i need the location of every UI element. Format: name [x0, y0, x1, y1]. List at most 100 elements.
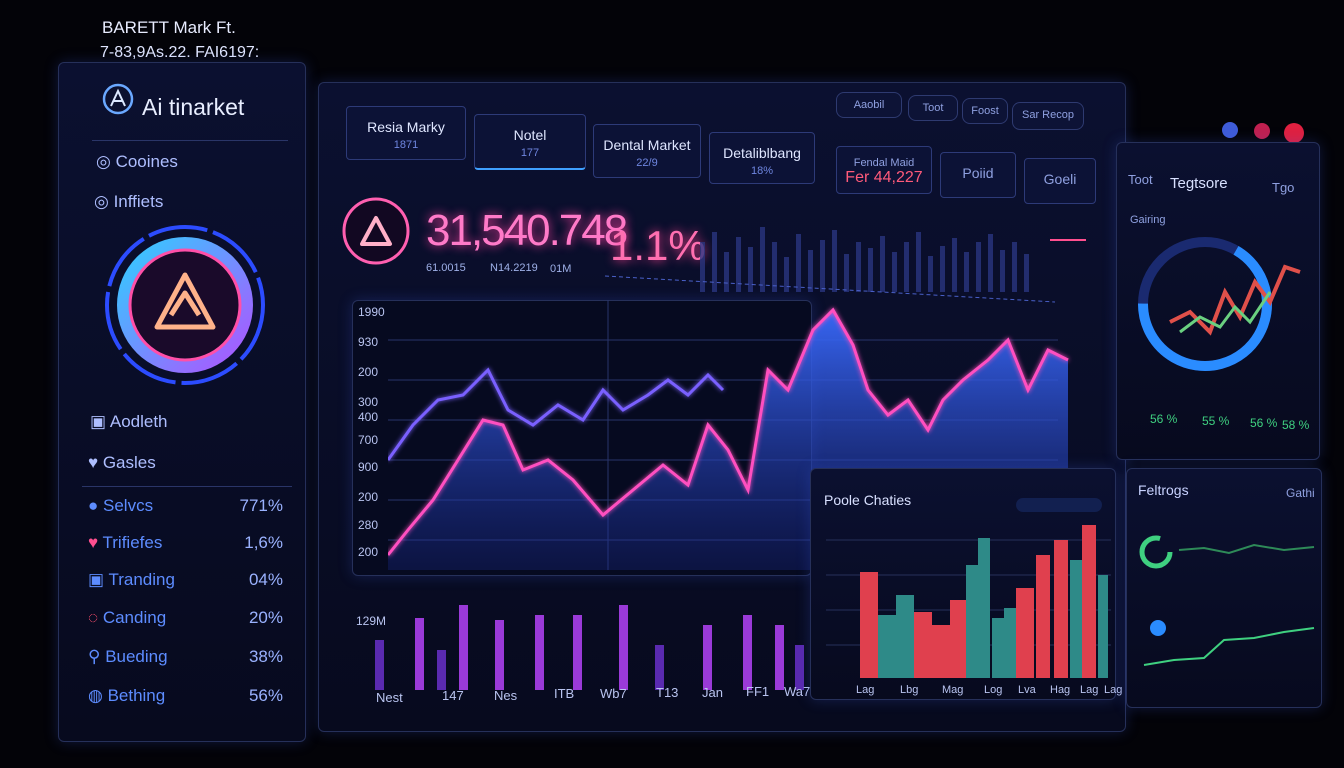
panel-tab[interactable]: Toot [1128, 172, 1153, 187]
stat-value: 1,6% [244, 533, 283, 552]
stat-value: 38% [248, 647, 283, 666]
menu-label: Inffiets [113, 192, 164, 211]
kpi-detail: 61.0015 [426, 262, 466, 274]
link-label: Gasles [102, 453, 156, 472]
toolbar-button[interactable]: Foost [962, 98, 1008, 124]
header-title: BARETT Mark Ft. [102, 18, 236, 37]
y-label: 280 [358, 518, 379, 532]
y-label: 200 [358, 545, 379, 559]
tab[interactable]: Notel 177 [474, 114, 586, 170]
brand-name[interactable]: Ai tinarket [142, 94, 245, 120]
card[interactable]: Goeli [1024, 158, 1096, 204]
tab-label: Detaliblbang [723, 145, 801, 161]
panel-title: Feltrogs [1138, 482, 1189, 498]
y-label: 400 [358, 410, 379, 424]
pole-chart [826, 525, 1111, 678]
menu-item[interactable]: ◎ Inffiets [94, 192, 164, 211]
legend-pill [1016, 498, 1102, 512]
stat-row[interactable]: ⚲ Bueding 38% [88, 647, 283, 666]
bar-chart [375, 605, 804, 690]
x-label: Lag [1104, 684, 1123, 696]
divider [92, 140, 288, 141]
avatar-ring [105, 225, 265, 385]
x-label: T13 [656, 685, 679, 700]
panel-action[interactable]: Gathi [1286, 486, 1315, 500]
card[interactable]: Poiid [940, 152, 1016, 198]
y-label: 300 [358, 395, 379, 409]
tab[interactable]: Resia Marky 1871 [346, 106, 466, 160]
link-label: Aodleth [109, 412, 168, 431]
panel-tab[interactable]: Tegtsore [1170, 175, 1228, 192]
stat-row[interactable]: ◌ Canding 20% [88, 608, 283, 627]
toolbar-button[interactable]: Aaobil [836, 92, 902, 118]
menu-item[interactable]: ◎ Cooines [96, 152, 178, 171]
x-label: Lbg [900, 684, 919, 696]
card[interactable]: Fendal Maid Fer 44,227 [836, 146, 932, 194]
status-dots [1222, 122, 1304, 143]
stat-label: Tranding [108, 570, 175, 589]
stat-row[interactable]: ♥ Trifiefes 1,6% [88, 533, 283, 552]
kpi-icon [342, 197, 410, 265]
x-label: Jan [702, 685, 723, 700]
card-value: Fer 44,227 [845, 169, 923, 186]
y-label: 1990 [358, 305, 385, 319]
y-label: 129M [356, 614, 387, 628]
tab-value: 22/9 [636, 157, 658, 169]
x-label: Lag [1080, 684, 1099, 696]
right-panel-2 [1126, 468, 1322, 708]
x-label: 147 [442, 688, 464, 703]
tab-value: 177 [520, 147, 540, 159]
x-label: Wb7 [600, 686, 627, 701]
link-item[interactable]: ♥ Gasles [88, 453, 156, 472]
y-label: 200 [358, 490, 379, 504]
tab-label: Resia Marky [367, 119, 445, 135]
kpi-change: 1.1% [610, 222, 706, 269]
toolbar-button[interactable]: Sar Recop [1012, 102, 1084, 130]
toolbar-button[interactable]: Toot [908, 95, 958, 121]
x-label: Lva [1018, 684, 1036, 696]
panel-tab[interactable]: Tgo [1272, 180, 1295, 195]
x-label: Nes [494, 688, 518, 703]
tab[interactable]: Detaliblbang 18% [709, 132, 815, 184]
stat-value: 56% [248, 686, 283, 705]
y-label: 200 [358, 365, 379, 379]
tab-value: 18% [750, 165, 774, 177]
stat-value: 04% [248, 570, 283, 589]
stat-label: Bething [107, 686, 166, 705]
x-label: Log [984, 684, 1003, 696]
pole-chart-title: Poole Chaties [824, 492, 912, 508]
y-label: 900 [358, 460, 379, 474]
stat-row[interactable]: ◍ Bething 56% [88, 686, 283, 705]
stat-row[interactable]: ▣ Tranding 04% [88, 570, 283, 589]
stat-label: Canding [102, 608, 167, 627]
x-label: Lag [856, 684, 875, 696]
stat-value: 771% [239, 496, 283, 515]
card-label: Poiid [962, 165, 994, 181]
tab-value: 1871 [393, 139, 419, 151]
mini-histogram [604, 227, 1086, 303]
right-panel [1116, 142, 1320, 460]
link-item[interactable]: ▣ Aodleth [90, 412, 168, 431]
x-label: Nest [376, 690, 403, 705]
x-label: FF1 [746, 684, 770, 699]
x-label: Wa7 [784, 684, 811, 699]
mini-charts [1139, 535, 1315, 666]
y-label: 700 [358, 433, 379, 447]
donut-chart [1138, 237, 1301, 371]
x-label: Hag [1050, 684, 1071, 696]
panel-stat: 58 % [1282, 418, 1310, 432]
tab-label: Notel [513, 127, 547, 143]
header-subtitle: 7-83,9As.22. FAI6197: [100, 44, 260, 61]
x-label: Mag [942, 684, 964, 696]
stat-label: Bueding [105, 647, 168, 666]
tab[interactable]: Dental Market 22/9 [593, 124, 701, 178]
brand-icon [102, 83, 134, 115]
stat-row[interactable]: ● Selvcs 771% [88, 496, 283, 515]
stat-label: Selvcs [103, 496, 154, 515]
divider [82, 486, 292, 487]
panel-label: Gairing [1130, 214, 1166, 226]
menu-label: Cooines [115, 152, 178, 171]
card-label: Fendal Maid [853, 157, 915, 169]
